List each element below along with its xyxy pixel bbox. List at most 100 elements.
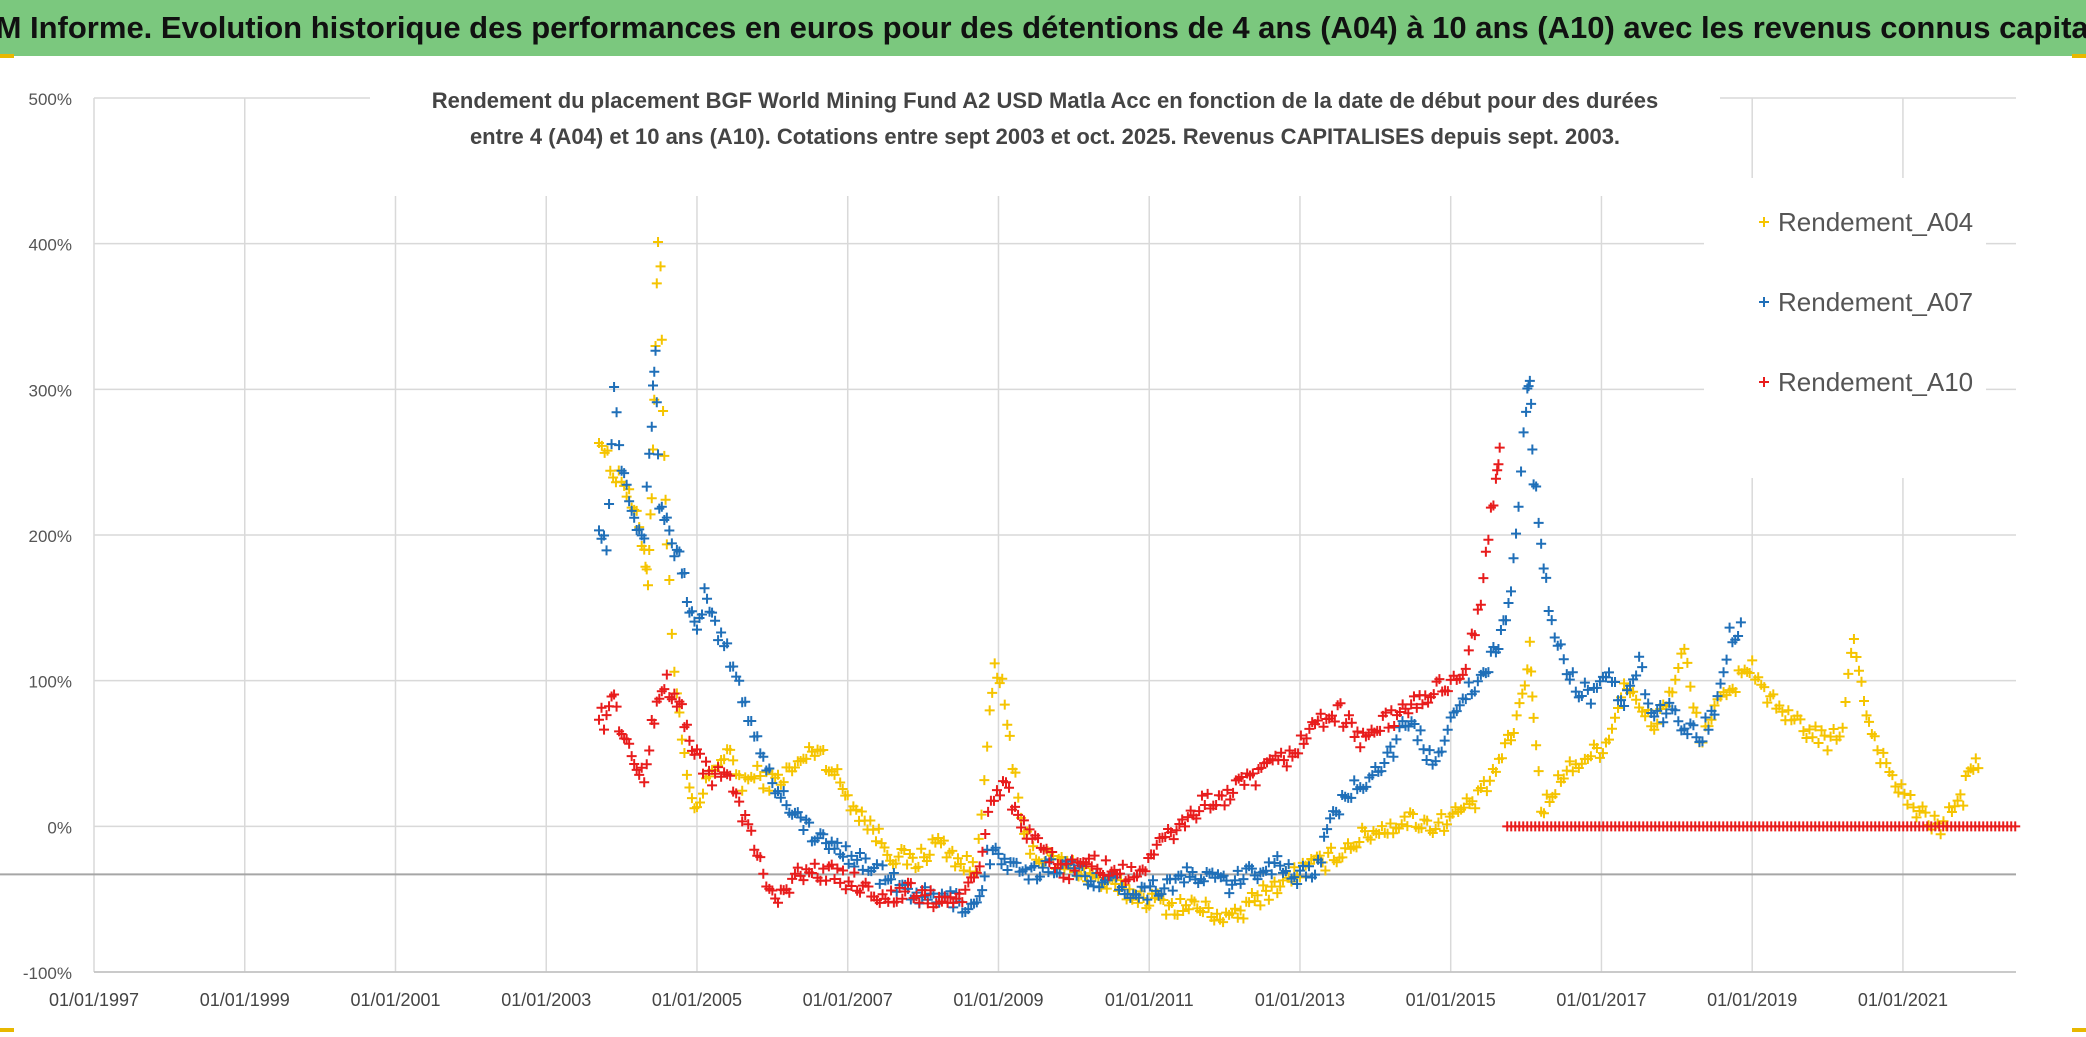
point-rendement-a10 [974, 861, 985, 872]
point-rendement-a07 [1280, 866, 1291, 877]
point-rendement-a04 [1197, 907, 1208, 918]
point-rendement-a04 [1249, 896, 1260, 907]
y-tick-label: 100% [29, 673, 72, 692]
point-rendement-a10 [725, 770, 736, 781]
point-rendement-a10 [1394, 707, 1405, 718]
point-rendement-a04 [899, 844, 910, 855]
point-rendement-a07 [1266, 869, 1277, 880]
point-rendement-a07 [1156, 889, 1167, 900]
point-rendement-a10 [1278, 755, 1289, 766]
point-rendement-a07 [1503, 598, 1514, 609]
chart-frame: -100% 0% 100% 200% 300% 400% 500% 01/01/1997 01/… [0, 56, 2086, 1032]
point-rendement-a04 [1893, 787, 1904, 798]
point-rendement-a10 [1329, 716, 1340, 727]
point-rendement-a04 [1258, 880, 1269, 891]
point-rendement-a07 [990, 842, 1001, 853]
point-rendement-a07 [1508, 553, 1519, 564]
point-rendement-a07 [1176, 870, 1187, 881]
point-rendement-a10 [1004, 782, 1015, 793]
point-rendement-a04 [1848, 633, 1859, 644]
point-rendement-a07 [604, 499, 615, 510]
point-rendement-a07 [614, 440, 625, 451]
point-rendement-a07 [1570, 686, 1581, 697]
point-rendement-a07 [1555, 639, 1566, 650]
point-rendement-a04 [1441, 819, 1452, 830]
point-rendement-a07 [795, 812, 806, 823]
point-rendement-a10 [1383, 722, 1394, 733]
point-rendement-a10 [1276, 747, 1287, 758]
point-rendement-a07 [1640, 689, 1651, 700]
point-rendement-a07 [1493, 643, 1504, 654]
point-rendement-a10 [701, 756, 712, 767]
point-rendement-a04 [1189, 896, 1200, 907]
point-rendement-a04 [1263, 894, 1274, 905]
point-rendement-a10 [1219, 800, 1230, 811]
point-rendement-a04 [1822, 745, 1833, 756]
point-rendement-a04 [1166, 897, 1177, 908]
point-rendement-a10 [1463, 645, 1474, 656]
point-rendement-a07 [1649, 711, 1660, 722]
point-rendement-a04 [1597, 748, 1608, 759]
point-rendement-a07 [778, 786, 789, 797]
point-rendement-a07 [1518, 427, 1529, 438]
point-rendement-a07 [609, 381, 620, 392]
point-rendement-a07 [1232, 865, 1243, 876]
point-rendement-a10 [1315, 708, 1326, 719]
point-rendement-a04 [1970, 753, 1981, 764]
point-rendement-a10 [1457, 669, 1468, 680]
point-rendement-a04 [1585, 751, 1596, 762]
point-rendement-a10 [1151, 839, 1162, 850]
point-rendement-a10 [1380, 707, 1391, 718]
point-rendement-a07 [886, 874, 897, 885]
x-tick-label: 01/01/2011 [1105, 990, 1194, 1010]
point-rendement-a04 [955, 858, 966, 869]
point-rendement-a07 [686, 606, 697, 617]
point-rendement-a07 [857, 864, 868, 875]
point-rendement-a10 [1047, 846, 1058, 857]
point-rendement-a04 [1762, 697, 1773, 708]
point-rendement-a04 [1144, 900, 1155, 911]
point-rendement-a07 [1391, 734, 1402, 745]
point-rendement-a04 [1859, 695, 1869, 706]
point-rendement-a07 [1269, 858, 1280, 869]
point-rendement-a04 [879, 842, 890, 853]
point-rendement-a10 [1041, 843, 1052, 854]
point-rendement-a04 [645, 509, 656, 520]
point-rendement-a04 [642, 580, 653, 591]
point-rendement-a10 [1423, 697, 1434, 708]
point-rendement-a04 [686, 793, 697, 804]
point-rendement-a07 [1252, 874, 1263, 885]
point-rendement-a10 [960, 884, 971, 895]
x-tick-label: 01/01/2017 [1556, 990, 1646, 1010]
point-rendement-a10 [838, 865, 849, 876]
legend-marker [1759, 217, 1769, 227]
point-rendement-a07 [1469, 686, 1480, 697]
point-rendement-a10 [767, 885, 778, 896]
point-rendement-a04 [865, 815, 876, 826]
point-rendement-a07 [1361, 781, 1372, 792]
point-rendement-a07 [1600, 672, 1611, 683]
point-rendement-a07 [993, 848, 1004, 859]
point-rendement-a04 [958, 865, 969, 876]
point-rendement-a04 [1795, 714, 1806, 725]
point-rendement-a07 [1564, 674, 1575, 685]
point-rendement-a07 [1436, 746, 1447, 757]
point-rendement-a04 [952, 853, 963, 864]
point-rendement-a07 [710, 615, 721, 626]
point-rendement-a07 [1159, 883, 1170, 894]
point-rendement-a10 [1117, 859, 1128, 870]
point-rendement-a10 [1115, 868, 1126, 879]
point-rendement-a07 [1561, 669, 1572, 680]
point-rendement-a04 [789, 762, 800, 773]
point-rendement-a04 [1490, 766, 1501, 777]
point-rendement-a04 [1467, 796, 1478, 807]
point-rendement-a07 [871, 859, 882, 870]
point-rendement-a07 [821, 838, 832, 849]
point-rendement-a04 [1603, 734, 1614, 745]
point-rendement-a07 [1388, 751, 1399, 762]
point-rendement-a07 [984, 859, 995, 870]
point-rendement-a10 [1250, 780, 1261, 791]
point-rendement-a04 [1840, 696, 1851, 707]
point-rendement-a04 [1610, 712, 1621, 723]
point-rendement-a07 [979, 871, 990, 882]
